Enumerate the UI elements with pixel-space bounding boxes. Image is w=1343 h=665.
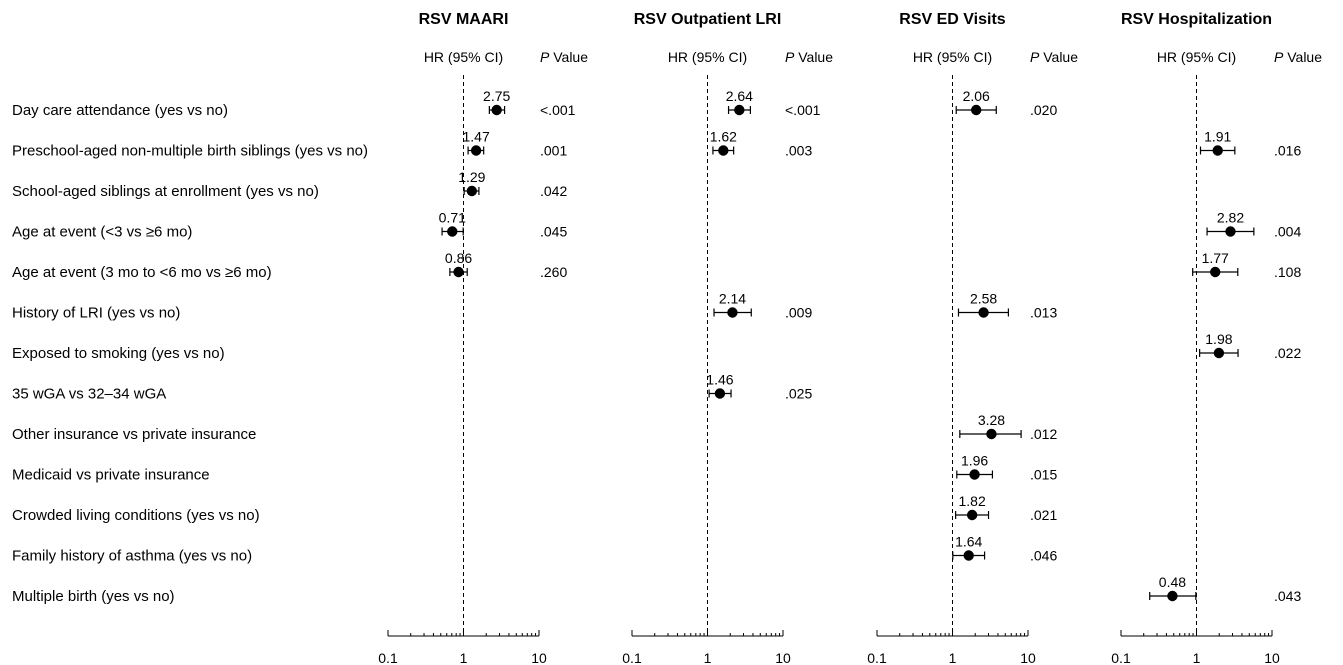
hazard-ratio-point xyxy=(453,266,464,278)
row-label: Other insurance vs private insurance xyxy=(12,426,256,443)
x-tick-label: 0.1 xyxy=(378,650,398,665)
panel-title: RSV ED Visits xyxy=(899,11,1006,28)
hazard-ratio-label: 1.64 xyxy=(955,534,982,550)
row-label: 35 wGA vs 32–34 wGA xyxy=(12,386,166,403)
p-value: <.001 xyxy=(540,102,576,118)
row-label: Age at event (<3 vs ≥6 mo) xyxy=(12,224,192,241)
p-value-column-header: P Value xyxy=(540,49,588,65)
p-value: .015 xyxy=(1030,467,1057,483)
hazard-ratio-point xyxy=(447,226,458,237)
hazard-ratio-point xyxy=(978,307,989,318)
row-label: School-aged siblings at enrollment (yes … xyxy=(12,183,319,200)
p-value: <.001 xyxy=(785,102,821,118)
hazard-ratio-point xyxy=(1210,266,1221,278)
hazard-ratio-label: 2.75 xyxy=(483,88,510,104)
row-label: Day care attendance (yes vs no) xyxy=(12,102,228,119)
hazard-ratio-label: 1.47 xyxy=(463,129,490,145)
hazard-ratio-point xyxy=(491,104,502,116)
x-tick-label: 1 xyxy=(704,650,712,665)
panel-title: RSV Outpatient LRI xyxy=(634,11,782,28)
p-value: .260 xyxy=(540,264,567,280)
hazard-ratio-point xyxy=(1212,145,1223,156)
x-tick-label: 0.1 xyxy=(867,650,887,665)
p-value: .003 xyxy=(785,143,812,159)
hazard-ratio-point xyxy=(1167,590,1178,602)
hazard-ratio-label: 0.71 xyxy=(439,210,466,226)
p-value: .016 xyxy=(1274,143,1301,159)
row-label: Exposed to smoking (yes vs no) xyxy=(12,345,225,362)
hazard-ratio-point xyxy=(970,104,982,116)
x-tick-label: 0.1 xyxy=(1111,650,1131,665)
p-value-column-header: P Value xyxy=(1030,49,1078,65)
p-value: .042 xyxy=(540,183,567,199)
hr-column-header: HR (95% CI) xyxy=(1157,49,1236,65)
p-value: .045 xyxy=(540,224,567,240)
hr-column-header: HR (95% CI) xyxy=(424,49,503,65)
p-value: .025 xyxy=(785,386,812,402)
hazard-ratio-point xyxy=(718,145,729,156)
hazard-ratio-point xyxy=(1213,347,1225,359)
hazard-ratio-point xyxy=(969,469,980,480)
hazard-ratio-point xyxy=(1225,226,1236,237)
x-tick-label: 0.1 xyxy=(622,650,642,665)
hazard-ratio-point xyxy=(470,145,482,156)
hazard-ratio-point xyxy=(734,104,745,116)
row-label: Multiple birth (yes vs no) xyxy=(12,588,175,605)
hazard-ratio-point xyxy=(963,550,974,561)
hr-column-header: HR (95% CI) xyxy=(913,49,992,65)
p-value: .001 xyxy=(540,143,567,159)
p-value-column-header: P Value xyxy=(785,49,833,65)
x-tick-label: 10 xyxy=(775,650,791,665)
hazard-ratio-label: 1.82 xyxy=(959,493,986,509)
hazard-ratio-label: 2.82 xyxy=(1217,210,1244,226)
panel-title: RSV MAARI xyxy=(419,11,509,28)
row-label: Age at event (3 mo to <6 mo vs ≥6 mo) xyxy=(12,264,272,281)
p-value: .012 xyxy=(1030,426,1057,442)
hazard-ratio-label: 1.91 xyxy=(1204,129,1231,145)
p-value: .043 xyxy=(1274,588,1301,604)
x-tick-label: 10 xyxy=(531,650,547,665)
p-value: .020 xyxy=(1030,102,1057,118)
hazard-ratio-label: 2.64 xyxy=(726,88,753,104)
hazard-ratio-label: 2.14 xyxy=(719,291,746,307)
p-value-column-header: P Value xyxy=(1274,49,1322,65)
hazard-ratio-point xyxy=(466,185,478,197)
x-tick-label: 10 xyxy=(1020,650,1036,665)
hazard-ratio-point xyxy=(986,428,997,440)
p-value: .004 xyxy=(1274,224,1301,240)
x-tick-label: 1 xyxy=(1193,650,1201,665)
hazard-ratio-point xyxy=(966,509,978,521)
row-label: Medicaid vs private insurance xyxy=(12,467,210,484)
panel-title: RSV Hospitalization xyxy=(1121,11,1272,28)
x-tick-label: 1 xyxy=(949,650,957,665)
hazard-ratio-label: 3.28 xyxy=(978,412,1005,428)
hazard-ratio-label: 1.62 xyxy=(710,129,737,145)
hazard-ratio-label: 1.77 xyxy=(1202,250,1229,266)
hazard-ratio-label: 0.48 xyxy=(1159,574,1186,590)
x-tick-label: 1 xyxy=(460,650,468,665)
p-value: .022 xyxy=(1274,345,1301,361)
hazard-ratio-label: 1.96 xyxy=(961,453,988,469)
hazard-ratio-label: 1.46 xyxy=(706,372,733,388)
p-value: .046 xyxy=(1030,548,1057,564)
p-value: .108 xyxy=(1274,264,1301,280)
hazard-ratio-label: 2.58 xyxy=(970,291,997,307)
p-value: .013 xyxy=(1030,305,1057,321)
hazard-ratio-label: 1.98 xyxy=(1205,331,1232,347)
hazard-ratio-point xyxy=(714,388,726,399)
hazard-ratio-label: 1.29 xyxy=(458,169,485,185)
row-label: Crowded living conditions (yes vs no) xyxy=(12,507,260,524)
x-tick-label: 10 xyxy=(1264,650,1280,665)
hazard-ratio-label: 2.06 xyxy=(963,88,990,104)
p-value: .021 xyxy=(1030,507,1057,523)
hr-column-header: HR (95% CI) xyxy=(668,49,747,65)
row-label: History of LRI (yes vs no) xyxy=(12,305,180,322)
hazard-ratio-label: 0.86 xyxy=(445,250,472,266)
p-value: .009 xyxy=(785,305,812,321)
row-label: Family history of asthma (yes vs no) xyxy=(12,548,252,565)
row-label: Preschool-aged non-multiple birth siblin… xyxy=(12,143,368,160)
hazard-ratio-point xyxy=(727,307,738,318)
